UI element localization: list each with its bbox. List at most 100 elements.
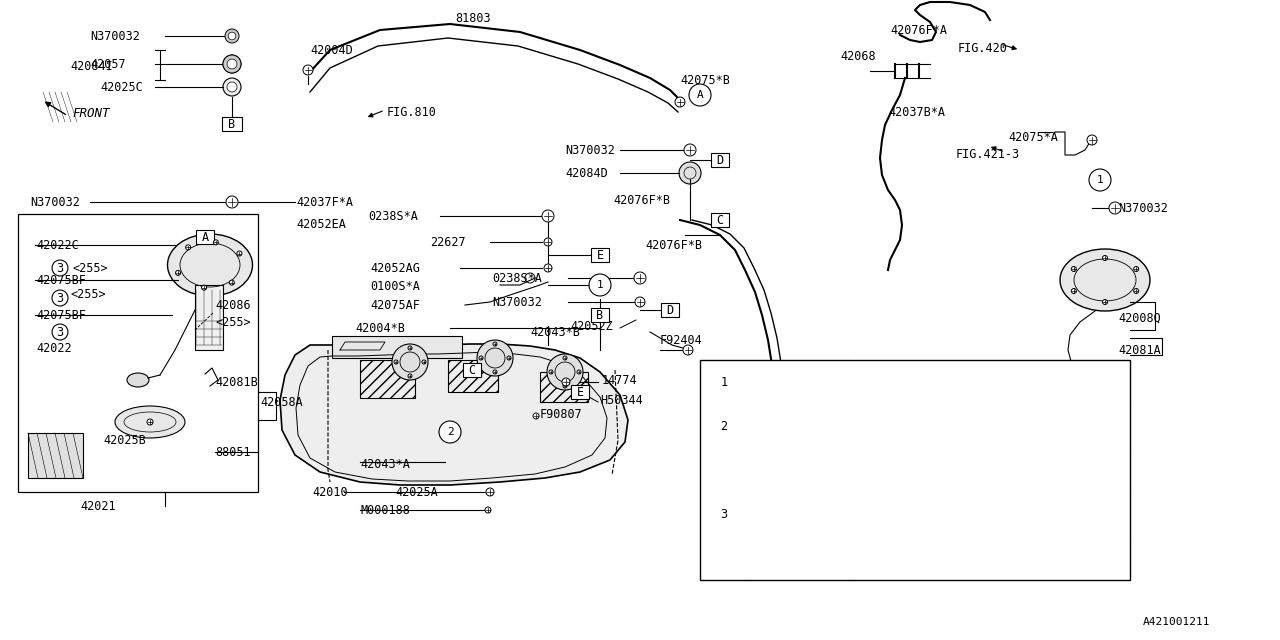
Circle shape [228, 60, 236, 68]
Circle shape [1101, 406, 1129, 434]
Text: 0238S*A: 0238S*A [369, 209, 417, 223]
Bar [18, 214, 259, 492]
Text: 42010: 42010 [312, 486, 348, 499]
Text: 42075BF: 42075BF [36, 308, 86, 321]
Bar [571, 385, 589, 399]
Bar [195, 285, 223, 350]
Text: 42072: 42072 [1052, 413, 1088, 426]
Text: 42004D: 42004D [310, 44, 353, 56]
Text: 42076F*B: 42076F*B [613, 193, 669, 207]
Text: <255>: <255> [215, 316, 251, 328]
Bar [28, 433, 83, 478]
Text: 42075BF: 42075BF [36, 273, 86, 287]
Text: 1: 1 [721, 376, 727, 388]
Circle shape [175, 270, 180, 275]
Circle shape [439, 421, 461, 443]
Circle shape [589, 274, 611, 296]
Text: 42043*B: 42043*B [530, 326, 580, 339]
Ellipse shape [115, 406, 186, 438]
Bar [710, 213, 730, 227]
Circle shape [1071, 266, 1076, 271]
Circle shape [634, 272, 646, 284]
Text: B: B [596, 308, 604, 321]
Polygon shape [280, 344, 628, 485]
Text: 42043J: 42043J [754, 463, 796, 477]
Bar [463, 363, 481, 377]
Circle shape [493, 370, 497, 374]
Circle shape [394, 360, 398, 364]
Circle shape [227, 59, 237, 69]
Text: <03MY0111-04MY0312>: <03MY0111-04MY0312> [854, 419, 989, 433]
Text: 22627: 22627 [430, 236, 466, 248]
Text: 42037F*A: 42037F*A [296, 195, 353, 209]
Text: 3: 3 [56, 262, 64, 275]
Circle shape [544, 238, 552, 246]
Text: 42052AG: 42052AG [370, 262, 420, 275]
Text: B: B [228, 118, 236, 131]
Text: 42025B: 42025B [102, 433, 146, 447]
Text: FIG.810: FIG.810 [387, 106, 436, 118]
Circle shape [689, 84, 710, 106]
Text: 3: 3 [56, 326, 64, 339]
Text: 42025A: 42025A [396, 486, 438, 499]
Circle shape [237, 251, 242, 256]
Text: 3: 3 [721, 508, 727, 520]
Text: 81803: 81803 [454, 12, 490, 24]
Circle shape [1134, 266, 1139, 271]
Circle shape [635, 297, 645, 307]
Circle shape [227, 196, 238, 208]
Text: 42008Q: 42008Q [1117, 312, 1161, 324]
Text: 2: 2 [447, 427, 453, 437]
Text: N370032: N370032 [564, 143, 614, 157]
Circle shape [52, 290, 68, 306]
Circle shape [479, 356, 483, 360]
Text: FIG.421-3: FIG.421-3 [956, 147, 1020, 161]
Circle shape [678, 162, 701, 184]
Text: 42076F*A: 42076F*A [890, 24, 947, 36]
Circle shape [229, 280, 234, 285]
Circle shape [223, 55, 241, 73]
Circle shape [1089, 169, 1111, 191]
Text: 1: 1 [1097, 175, 1103, 185]
Text: D: D [667, 303, 673, 317]
Text: 42021: 42021 [81, 499, 115, 513]
Text: 42075*B: 42075*B [680, 74, 730, 86]
Ellipse shape [1060, 249, 1149, 311]
Text: 42058A: 42058A [260, 396, 303, 408]
Circle shape [422, 360, 426, 364]
Text: 42068: 42068 [840, 49, 876, 63]
Circle shape [577, 370, 581, 374]
Circle shape [225, 29, 239, 43]
Text: A421001211: A421001211 [1143, 617, 1210, 627]
Text: <255>: <255> [72, 262, 108, 275]
Text: C: C [717, 214, 723, 227]
Circle shape [408, 346, 412, 350]
Circle shape [147, 419, 154, 425]
Text: <04MY0401-         >: <04MY0401- > [854, 463, 997, 477]
Text: F90807: F90807 [540, 408, 582, 422]
Text: 42084I: 42084I [70, 60, 113, 72]
Circle shape [228, 32, 236, 40]
Circle shape [1102, 255, 1107, 260]
Text: FRONT: FRONT [72, 106, 110, 120]
Circle shape [684, 144, 696, 156]
Text: 42057: 42057 [90, 58, 125, 70]
Circle shape [52, 324, 68, 340]
Text: 0238S*A: 0238S*A [492, 271, 541, 285]
Circle shape [493, 342, 497, 346]
Bar [591, 308, 609, 322]
Circle shape [549, 370, 553, 374]
Text: 42081A: 42081A [1117, 344, 1161, 356]
Text: 0923S*A: 0923S*A [754, 376, 804, 388]
Text: N370032: N370032 [1117, 202, 1167, 214]
Circle shape [1108, 202, 1121, 214]
Ellipse shape [168, 234, 252, 296]
Circle shape [547, 354, 582, 390]
Circle shape [1134, 289, 1139, 294]
Text: 42086: 42086 [215, 298, 251, 312]
Text: 42084D: 42084D [564, 166, 608, 179]
Circle shape [52, 260, 68, 276]
Circle shape [392, 344, 428, 380]
Bar [540, 372, 588, 402]
Circle shape [713, 371, 735, 393]
